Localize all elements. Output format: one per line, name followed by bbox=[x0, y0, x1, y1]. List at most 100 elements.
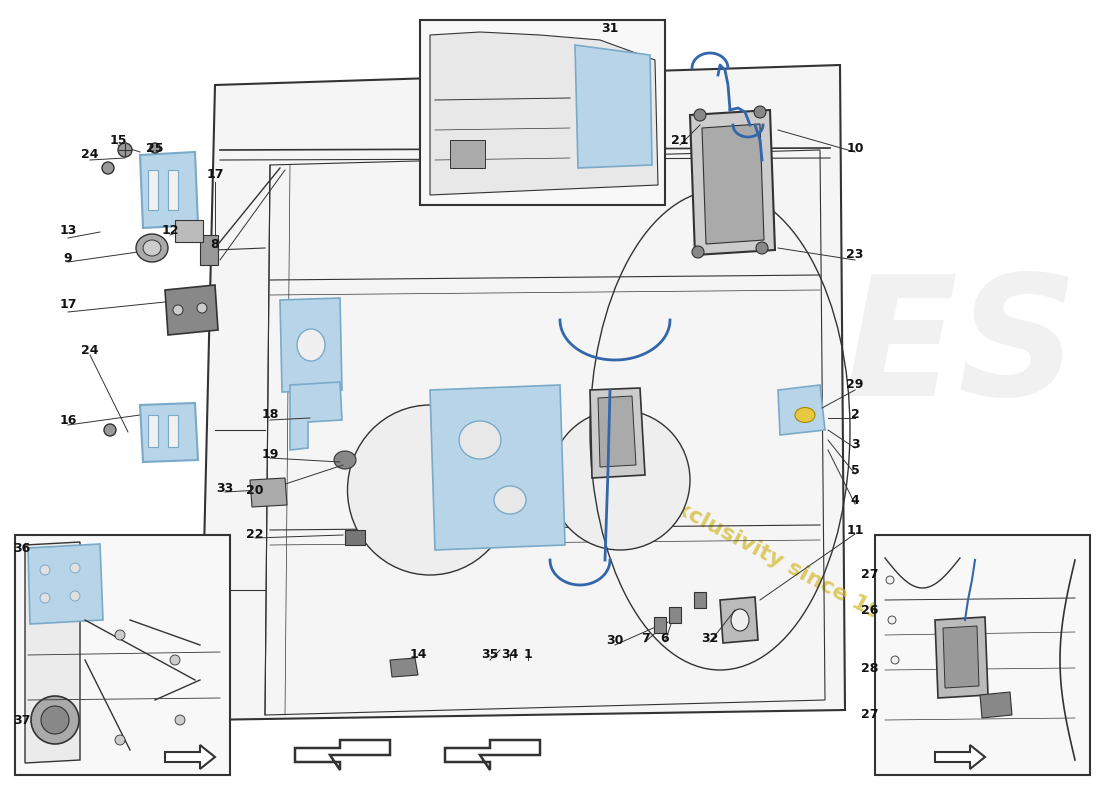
Bar bbox=[168, 170, 178, 210]
Text: 24: 24 bbox=[81, 343, 99, 357]
Polygon shape bbox=[28, 544, 103, 624]
Polygon shape bbox=[165, 745, 214, 769]
Text: 30: 30 bbox=[606, 634, 624, 646]
Ellipse shape bbox=[692, 246, 704, 258]
Text: 2: 2 bbox=[850, 409, 859, 422]
Text: 4: 4 bbox=[850, 494, 859, 506]
Bar bbox=[148, 170, 158, 210]
Text: 6: 6 bbox=[661, 631, 669, 645]
Text: 24: 24 bbox=[81, 149, 99, 162]
Ellipse shape bbox=[70, 591, 80, 601]
Text: 28: 28 bbox=[861, 662, 879, 674]
Polygon shape bbox=[295, 740, 390, 770]
Ellipse shape bbox=[170, 655, 180, 665]
Ellipse shape bbox=[888, 616, 896, 624]
Ellipse shape bbox=[891, 656, 899, 664]
Ellipse shape bbox=[550, 410, 690, 550]
Polygon shape bbox=[778, 385, 825, 435]
Ellipse shape bbox=[886, 576, 894, 584]
Ellipse shape bbox=[150, 143, 160, 153]
Text: 19: 19 bbox=[262, 449, 278, 462]
Ellipse shape bbox=[297, 329, 324, 361]
Ellipse shape bbox=[756, 242, 768, 254]
Text: 29: 29 bbox=[846, 378, 864, 391]
Text: 22: 22 bbox=[246, 529, 264, 542]
Bar bbox=[450, 140, 485, 168]
Ellipse shape bbox=[334, 451, 356, 469]
Polygon shape bbox=[140, 152, 198, 228]
Polygon shape bbox=[430, 32, 658, 195]
Bar bbox=[175, 220, 204, 242]
Text: 5: 5 bbox=[850, 463, 859, 477]
Bar bbox=[654, 617, 666, 633]
Ellipse shape bbox=[173, 305, 183, 315]
Text: 9: 9 bbox=[64, 251, 73, 265]
Ellipse shape bbox=[40, 565, 49, 575]
Text: 15: 15 bbox=[109, 134, 126, 146]
Text: 1: 1 bbox=[524, 649, 532, 662]
Text: 25: 25 bbox=[146, 142, 164, 154]
Text: 11: 11 bbox=[846, 523, 864, 537]
Ellipse shape bbox=[104, 424, 116, 436]
Text: 3: 3 bbox=[850, 438, 859, 451]
Polygon shape bbox=[446, 740, 540, 770]
Ellipse shape bbox=[694, 109, 706, 121]
Text: 27: 27 bbox=[861, 569, 879, 582]
Ellipse shape bbox=[494, 486, 526, 514]
Polygon shape bbox=[200, 65, 845, 720]
Ellipse shape bbox=[70, 563, 80, 573]
Polygon shape bbox=[25, 542, 80, 763]
Text: 8: 8 bbox=[211, 238, 219, 251]
Polygon shape bbox=[430, 385, 565, 550]
Bar bbox=[669, 607, 681, 623]
Bar bbox=[345, 530, 365, 545]
Polygon shape bbox=[690, 110, 776, 255]
Polygon shape bbox=[575, 45, 652, 168]
Text: 27: 27 bbox=[861, 709, 879, 722]
Ellipse shape bbox=[41, 706, 69, 734]
Text: 10: 10 bbox=[846, 142, 864, 154]
Polygon shape bbox=[250, 478, 287, 507]
Text: 21: 21 bbox=[671, 134, 689, 146]
Text: 12: 12 bbox=[162, 223, 178, 237]
FancyBboxPatch shape bbox=[15, 535, 230, 775]
Ellipse shape bbox=[116, 630, 125, 640]
Ellipse shape bbox=[754, 106, 766, 118]
Text: 17: 17 bbox=[59, 298, 77, 311]
Ellipse shape bbox=[175, 715, 185, 725]
FancyBboxPatch shape bbox=[874, 535, 1090, 775]
Ellipse shape bbox=[732, 609, 749, 631]
Polygon shape bbox=[390, 658, 418, 677]
Polygon shape bbox=[980, 692, 1012, 718]
Bar bbox=[168, 415, 178, 447]
Ellipse shape bbox=[348, 405, 513, 575]
Ellipse shape bbox=[197, 303, 207, 313]
Ellipse shape bbox=[136, 234, 168, 262]
Polygon shape bbox=[290, 382, 342, 450]
Bar bbox=[148, 415, 158, 447]
Text: IPES: IPES bbox=[661, 269, 1079, 431]
Polygon shape bbox=[280, 298, 342, 392]
Polygon shape bbox=[943, 626, 979, 688]
FancyBboxPatch shape bbox=[420, 20, 666, 205]
Ellipse shape bbox=[31, 696, 79, 744]
Text: 36: 36 bbox=[13, 542, 31, 554]
Text: 16: 16 bbox=[59, 414, 77, 426]
Polygon shape bbox=[720, 597, 758, 643]
Text: 37: 37 bbox=[13, 714, 31, 726]
Ellipse shape bbox=[40, 593, 49, 603]
Text: 34: 34 bbox=[502, 649, 519, 662]
Text: 13: 13 bbox=[59, 223, 77, 237]
Text: 23: 23 bbox=[846, 249, 864, 262]
Text: passion for exclusivity since 1985: passion for exclusivity since 1985 bbox=[528, 422, 912, 638]
Polygon shape bbox=[165, 285, 218, 335]
Ellipse shape bbox=[102, 162, 114, 174]
Bar bbox=[694, 592, 706, 608]
Polygon shape bbox=[140, 403, 198, 462]
Text: 32: 32 bbox=[702, 631, 718, 645]
Text: 17: 17 bbox=[207, 169, 223, 182]
Polygon shape bbox=[590, 388, 645, 478]
Ellipse shape bbox=[116, 735, 125, 745]
Polygon shape bbox=[598, 396, 636, 467]
Polygon shape bbox=[935, 617, 988, 698]
